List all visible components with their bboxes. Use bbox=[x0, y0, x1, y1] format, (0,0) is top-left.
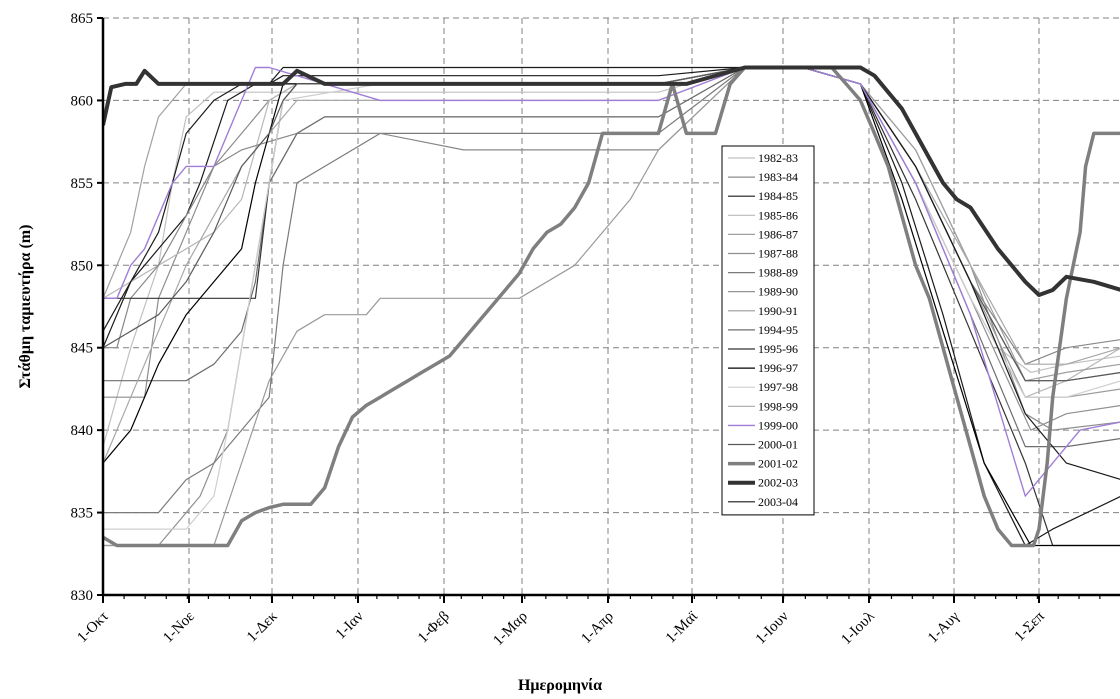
series-line-1989-90 bbox=[103, 66, 1120, 365]
legend-entry: 1987-88 bbox=[758, 247, 798, 261]
x-tick-label: 1-Ιουλ bbox=[838, 608, 878, 648]
y-axis-title: Στάθμη ταμιευτήρα (m) bbox=[17, 225, 34, 389]
x-tick-label: 1-Ιαν bbox=[333, 608, 367, 642]
legend-entry: 2003-04 bbox=[758, 495, 798, 509]
y-tick-label: 845 bbox=[71, 341, 94, 357]
tick-labels: 830 835 840 845 850 855 860 865 1-Οκτ 1-Νοε 1-Δεκ 1… bbox=[71, 11, 1101, 649]
legend-entry: 1986-87 bbox=[758, 227, 798, 241]
x-tick-label: 1-Μαρ bbox=[490, 609, 530, 649]
x-tick-label: 1-Φεβ bbox=[415, 609, 453, 647]
series-line-1983-84 bbox=[103, 66, 1120, 431]
legend-entry: 1994-95 bbox=[758, 323, 798, 337]
series-line-1984-85 bbox=[103, 66, 1120, 547]
y-tick-label: 855 bbox=[71, 176, 94, 192]
x-tick-label: 1-Δεκ bbox=[244, 608, 281, 645]
legend: 1982-83 1983-84 1984-85 1985-86 1986-87 1987-… bbox=[721, 145, 815, 516]
x-tick-label: 1-Μαϊ bbox=[663, 609, 701, 647]
x-tick-label: 1-Απρ bbox=[578, 609, 616, 647]
y-tick-label: 835 bbox=[71, 506, 94, 522]
y-tick-label: 840 bbox=[71, 423, 94, 439]
x-tick-label: 1-Νοε bbox=[160, 609, 198, 647]
y-tick-label: 830 bbox=[71, 588, 94, 604]
y-tick-label: 850 bbox=[71, 258, 94, 274]
series-line-1994-95 bbox=[103, 66, 1120, 448]
y-tick-label: 860 bbox=[71, 93, 94, 109]
legend-entry: 1995-96 bbox=[758, 342, 798, 356]
x-tick-label: 1-Σεπ bbox=[1012, 608, 1048, 644]
legend-entry: 2001-02 bbox=[758, 457, 798, 471]
plot-area bbox=[103, 65, 1120, 548]
x-tick-label: 1-Ιουν bbox=[753, 608, 792, 647]
legend-entry: 1982-83 bbox=[758, 151, 798, 165]
legend-entry: 2002-03 bbox=[758, 476, 798, 490]
series-line-2000-01 bbox=[103, 66, 1120, 382]
legend-entry: 1998-99 bbox=[758, 399, 798, 413]
legend-entry: 1990-91 bbox=[758, 304, 798, 318]
y-tick-label: 865 bbox=[71, 11, 94, 27]
legend-entry: 1988-89 bbox=[758, 266, 798, 280]
series-line-2002-03 bbox=[103, 65, 1120, 297]
x-tick-label: 1-Οκτ bbox=[74, 609, 111, 646]
series-line-1982-83 bbox=[103, 66, 1120, 447]
series-line-1999-00 bbox=[103, 66, 1120, 497]
x-tick-label: 1-Αυγ bbox=[925, 608, 963, 646]
legend-entry: 1989-90 bbox=[758, 285, 798, 299]
series-line-2003-04 bbox=[103, 66, 1120, 480]
legend-entry: 1984-85 bbox=[758, 189, 798, 203]
legend-entry: 1985-86 bbox=[758, 208, 798, 222]
x-axis-title: Ημερομηνία bbox=[518, 677, 602, 694]
legend-entry: 1996-97 bbox=[758, 361, 798, 375]
legend-entry: 2000-01 bbox=[758, 438, 798, 452]
series-line-1986-87 bbox=[103, 66, 1120, 382]
legend-entry: 1999-00 bbox=[758, 418, 798, 432]
series-line-2001-02 bbox=[103, 65, 1120, 548]
legend-entry: 1997-98 bbox=[758, 380, 798, 394]
legend-entry: 1983-84 bbox=[758, 170, 798, 184]
series-lines bbox=[103, 65, 1120, 548]
